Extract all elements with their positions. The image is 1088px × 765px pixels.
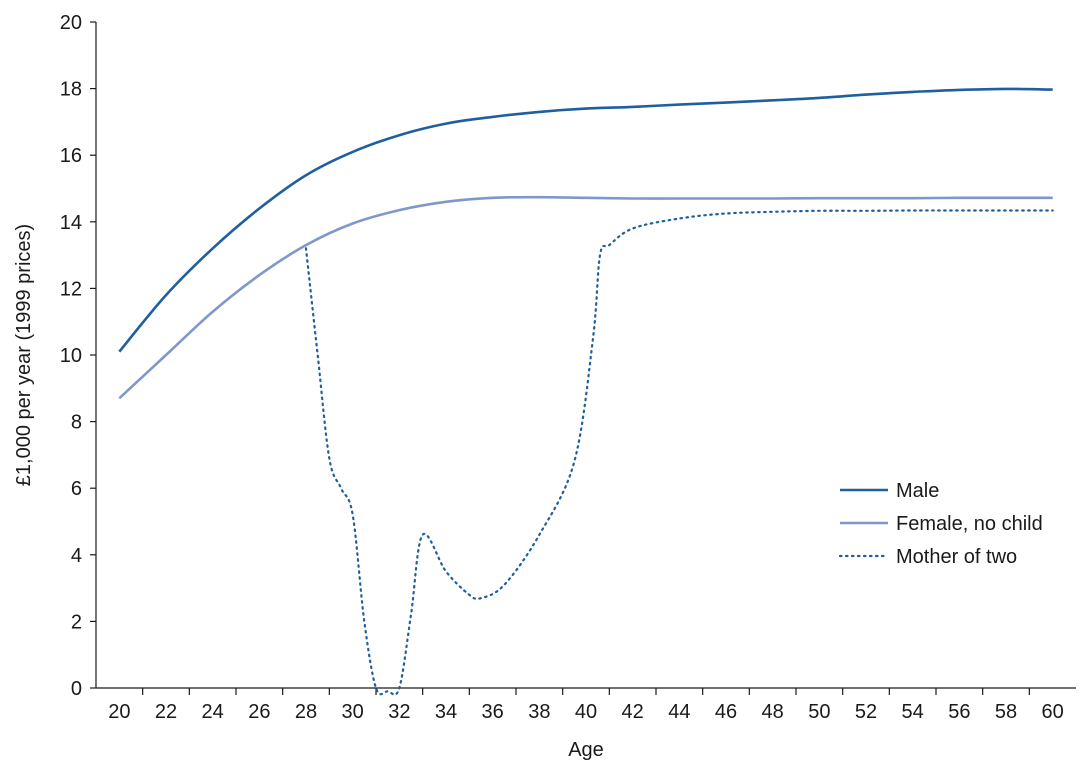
series-line-male	[118, 87, 1053, 353]
x-tick-label: 32	[388, 701, 410, 723]
legend-label: Male	[896, 480, 939, 502]
x-tick-label: 22	[155, 701, 177, 723]
x-tick-label: 48	[762, 701, 784, 723]
y-tick-label: 0	[71, 678, 82, 700]
series-layer	[118, 87, 1054, 696]
y-tick-label: 20	[60, 12, 82, 34]
y-tick-label: 6	[71, 478, 82, 500]
y-tick-label: 16	[60, 145, 82, 167]
x-tick-label: 40	[575, 701, 597, 723]
x-tick-label: 36	[482, 701, 504, 723]
x-tick-label: 42	[622, 701, 644, 723]
y-tick-label: 14	[60, 212, 82, 234]
x-tick-label: 34	[435, 701, 457, 723]
x-tick-label: 30	[342, 701, 364, 723]
y-axis-title: £1,000 per year (1999 prices)	[13, 224, 35, 486]
x-tick-label: 52	[855, 701, 877, 723]
x-axis-title: Age	[568, 739, 604, 761]
x-tick-label: 58	[995, 701, 1017, 723]
x-tick-label: 28	[295, 701, 317, 723]
x-tick-label: 24	[202, 701, 224, 723]
y-tick-label: 18	[60, 79, 82, 101]
y-tick-label: 12	[60, 278, 82, 300]
x-tick-label: 44	[668, 701, 690, 723]
series-line-female-no-child	[118, 195, 1053, 400]
x-tick-label: 38	[528, 701, 550, 723]
y-tick-label: 2	[71, 611, 82, 633]
y-tick-label: 10	[60, 345, 82, 367]
x-tick-label: 54	[902, 701, 924, 723]
x-tick-label: 60	[1042, 701, 1064, 723]
x-tick-label: 50	[808, 701, 830, 723]
legend-label: Female, no child	[896, 513, 1043, 535]
x-tick-label: 46	[715, 701, 737, 723]
series-line-mother-of-two	[304, 209, 1054, 696]
x-tick-label: 20	[108, 701, 130, 723]
legend: Male Female, no child Mother of two	[838, 480, 1043, 568]
legend-label: Mother of two	[896, 546, 1017, 568]
y-tick-label: 8	[71, 412, 82, 434]
x-tick-label: 56	[948, 701, 970, 723]
y-tick-label: 4	[71, 545, 82, 567]
x-tick-label: 26	[248, 701, 270, 723]
